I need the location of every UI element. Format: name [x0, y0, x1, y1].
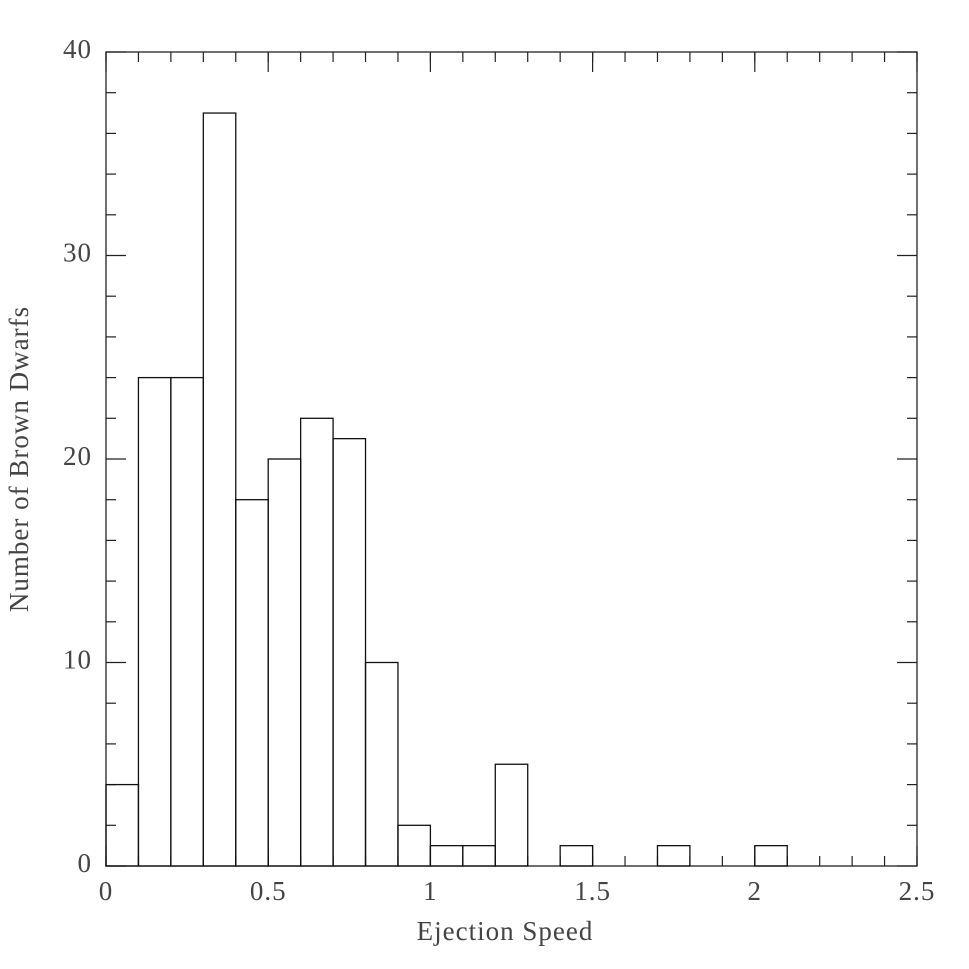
x-tick-label: 1.5 — [574, 876, 611, 906]
y-axis-label: Number of Brown Dwarfs — [4, 306, 34, 612]
plot-frame — [105, 51, 918, 867]
x-tick-label: 1 — [423, 876, 438, 906]
bar — [364, 661, 399, 867]
bar — [397, 824, 432, 867]
x-tick-label: 2 — [748, 876, 763, 906]
y-tick-label: 10 — [63, 645, 92, 675]
bar — [494, 763, 529, 867]
x-tick-label: 2.5 — [899, 876, 936, 906]
bar — [559, 845, 594, 867]
x-tick-label: 0 — [99, 876, 114, 906]
x-axis-label: Ejection Speed — [417, 916, 594, 946]
bar — [754, 845, 788, 867]
bar — [429, 845, 464, 867]
bar — [332, 437, 367, 867]
bar — [137, 376, 172, 867]
x-tick-label: 0.5 — [250, 876, 287, 906]
bar — [462, 845, 496, 867]
y-tick-label: 40 — [63, 34, 92, 64]
bar — [170, 376, 204, 867]
bar — [299, 417, 334, 867]
y-tick-label: 30 — [63, 238, 92, 268]
bar — [235, 499, 269, 867]
y-tick-label: 0 — [78, 848, 93, 878]
y-tick-label: 20 — [63, 441, 92, 471]
bar — [656, 845, 691, 867]
bar — [202, 112, 237, 867]
bar — [267, 458, 302, 867]
